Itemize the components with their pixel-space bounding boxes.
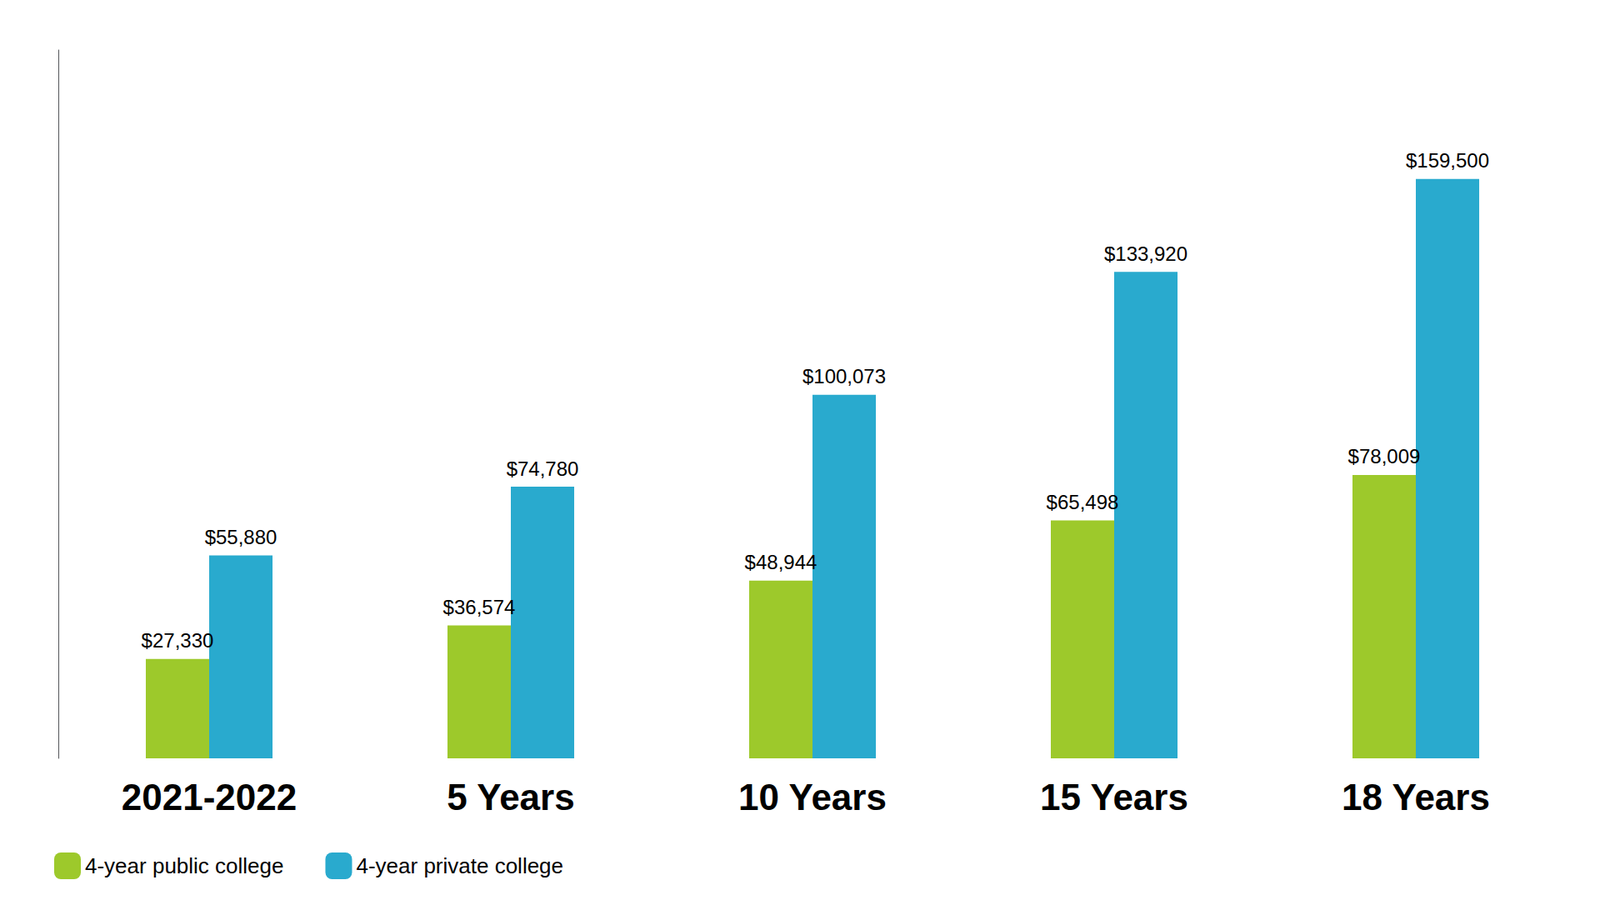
svg-text:$133,920: $133,920 (1104, 242, 1188, 265)
svg-text:$48,944: $48,944 (745, 550, 818, 574)
svg-text:$55,880: $55,880 (205, 525, 278, 549)
svg-text:18 Years: 18 Years (1341, 776, 1490, 818)
svg-text:$65,498: $65,498 (1046, 490, 1120, 514)
svg-text:4-year private college: 4-year private college (355, 853, 564, 879)
svg-text:$100,073: $100,073 (802, 365, 886, 388)
svg-text:$78,009: $78,009 (1348, 445, 1421, 468)
svg-text:4-year public college: 4-year public college (85, 853, 284, 879)
svg-text:$74,780: $74,780 (506, 457, 580, 480)
svg-text:15 Years: 15 Years (1040, 776, 1189, 818)
svg-text:$36,574: $36,574 (443, 595, 516, 619)
svg-text:$159,500: $159,500 (1405, 149, 1490, 172)
svg-text:5 Years: 5 Years (446, 776, 575, 818)
svg-text:2021-2022: 2021-2022 (121, 776, 297, 818)
svg-text:10 Years: 10 Years (738, 776, 887, 818)
svg-text:$27,330: $27,330 (141, 629, 215, 652)
